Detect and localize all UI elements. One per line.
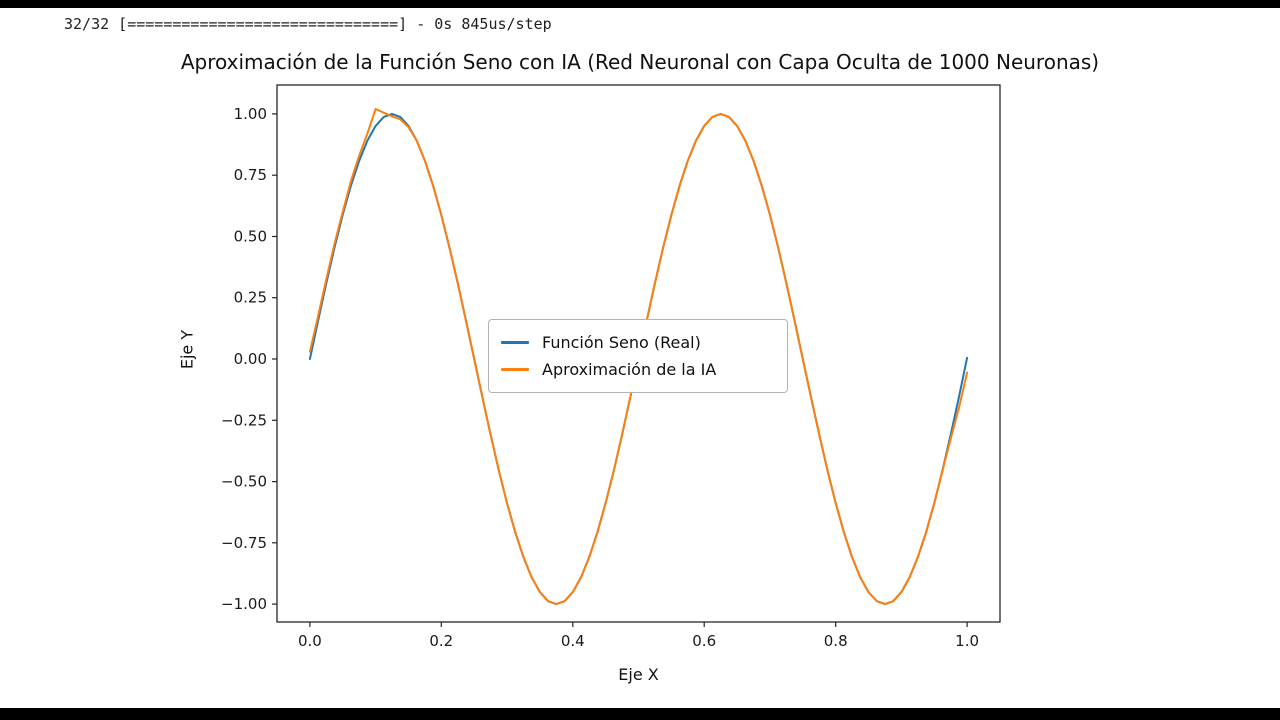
legend-line-sample-blue (501, 341, 529, 344)
top-letterbox-bar (0, 0, 1280, 8)
svg-text:0.2: 0.2 (429, 632, 453, 650)
svg-text:−0.25: −0.25 (221, 411, 267, 429)
training-progress-text: 32/32 [==============================] -… (64, 15, 552, 33)
svg-text:0.0: 0.0 (298, 632, 322, 650)
legend-item-real: Función Seno (Real) (501, 329, 775, 356)
svg-text:0.00: 0.00 (234, 350, 267, 368)
chart-title: Aproximación de la Función Seno con IA (… (180, 50, 1100, 74)
svg-text:0.75: 0.75 (234, 166, 267, 184)
legend-label-ia: Aproximación de la IA (542, 360, 717, 379)
svg-text:0.25: 0.25 (234, 289, 267, 307)
svg-text:−0.50: −0.50 (221, 473, 267, 491)
legend-item-ia: Aproximación de la IA (501, 356, 775, 383)
svg-text:−0.75: −0.75 (221, 534, 267, 552)
legend-label-real: Función Seno (Real) (542, 333, 701, 352)
svg-text:0.4: 0.4 (561, 632, 585, 650)
svg-text:0.6: 0.6 (692, 632, 716, 650)
legend: Función Seno (Real) Aproximación de la I… (488, 319, 788, 393)
bottom-letterbox-bar (0, 708, 1280, 720)
svg-text:1.0: 1.0 (955, 632, 979, 650)
svg-text:1.00: 1.00 (234, 105, 267, 123)
legend-line-sample-orange (501, 368, 529, 371)
svg-text:−1.00: −1.00 (221, 595, 267, 613)
svg-text:0.50: 0.50 (234, 228, 267, 246)
x-axis-label: Eje X (618, 665, 659, 684)
y-axis-label: Eje Y (177, 329, 197, 370)
svg-text:0.8: 0.8 (824, 632, 848, 650)
